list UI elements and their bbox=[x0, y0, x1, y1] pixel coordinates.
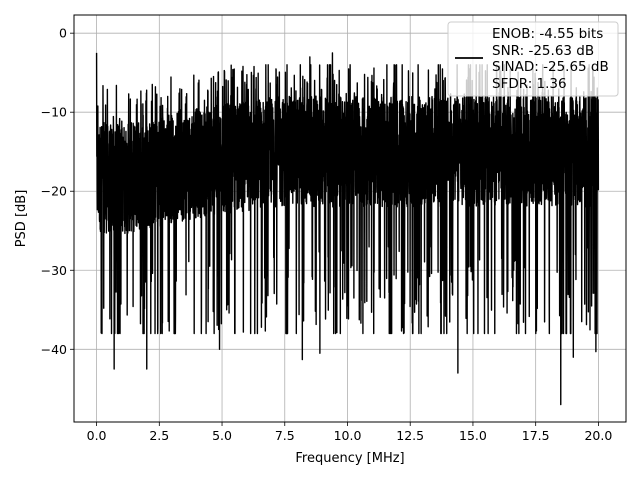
x-tick-label: 20.0 bbox=[584, 428, 612, 443]
y-tick-label: −20 bbox=[41, 184, 67, 199]
x-tick-label: 0.0 bbox=[87, 428, 107, 443]
y-axis-label: PSD [dB] bbox=[14, 190, 29, 248]
x-axis-label: Frequency [MHz] bbox=[295, 451, 404, 466]
x-tick-label: 7.5 bbox=[275, 428, 295, 443]
x-tick-label: 5.0 bbox=[212, 428, 232, 443]
y-tick-label: 0 bbox=[59, 26, 67, 41]
psd-series-line bbox=[95, 52, 600, 406]
series-layer bbox=[95, 52, 600, 406]
x-tick-label: 15.0 bbox=[459, 428, 487, 443]
y-tick-label: −40 bbox=[41, 342, 67, 357]
ticks: 0.0 2.5 5.0 7.5 10.0 12.5 15.0 17.5 20.0 0 −10 −20 −… bbox=[41, 26, 613, 443]
legend-entry-sinad: SINAD: -25.65 dB bbox=[492, 59, 609, 75]
plot-frame bbox=[73, 14, 627, 423]
x-tick-label: 12.5 bbox=[396, 428, 424, 443]
y-tick-label: −30 bbox=[41, 263, 67, 278]
legend-entry-snr: SNR: -25.63 dB bbox=[492, 43, 594, 59]
x-tick-label: 10.0 bbox=[334, 428, 362, 443]
y-tick-label: −10 bbox=[41, 105, 67, 120]
legend-box bbox=[447, 21, 619, 97]
legend: ENOB: -4.55 bits SNR: -25.63 dB SINAD: -… bbox=[447, 21, 619, 97]
legend-entry-enob: ENOB: -4.55 bits bbox=[492, 26, 603, 42]
legend-entry-sfdr: SFDR: 1.36 bbox=[492, 76, 567, 92]
x-tick-label: 2.5 bbox=[149, 428, 169, 443]
x-tick-label: 17.5 bbox=[522, 428, 550, 443]
